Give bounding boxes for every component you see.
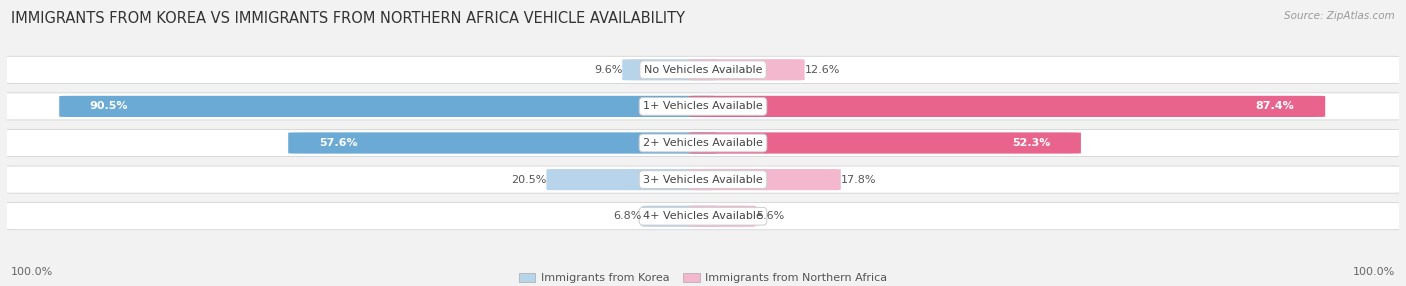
Legend: Immigrants from Korea, Immigrants from Northern Africa: Immigrants from Korea, Immigrants from N…: [515, 268, 891, 286]
FancyBboxPatch shape: [689, 132, 1081, 154]
FancyBboxPatch shape: [689, 206, 756, 227]
Text: 2+ Vehicles Available: 2+ Vehicles Available: [643, 138, 763, 148]
Text: 52.3%: 52.3%: [1012, 138, 1050, 148]
FancyBboxPatch shape: [623, 59, 717, 80]
Text: 57.6%: 57.6%: [319, 138, 357, 148]
FancyBboxPatch shape: [0, 203, 1406, 230]
FancyBboxPatch shape: [0, 130, 1406, 156]
FancyBboxPatch shape: [0, 166, 1406, 193]
FancyBboxPatch shape: [689, 169, 841, 190]
FancyBboxPatch shape: [689, 59, 804, 80]
Text: 6.8%: 6.8%: [613, 211, 641, 221]
Text: 4+ Vehicles Available: 4+ Vehicles Available: [643, 211, 763, 221]
Text: Source: ZipAtlas.com: Source: ZipAtlas.com: [1284, 11, 1395, 21]
Text: 20.5%: 20.5%: [510, 175, 547, 184]
Text: No Vehicles Available: No Vehicles Available: [644, 65, 762, 75]
Text: 1+ Vehicles Available: 1+ Vehicles Available: [643, 102, 763, 111]
FancyBboxPatch shape: [59, 96, 717, 117]
Text: 5.6%: 5.6%: [756, 211, 785, 221]
Text: 100.0%: 100.0%: [1353, 267, 1395, 277]
FancyBboxPatch shape: [288, 132, 717, 154]
Text: 3+ Vehicles Available: 3+ Vehicles Available: [643, 175, 763, 184]
FancyBboxPatch shape: [547, 169, 717, 190]
Text: 87.4%: 87.4%: [1256, 102, 1295, 111]
Text: 12.6%: 12.6%: [804, 65, 839, 75]
Text: IMMIGRANTS FROM KOREA VS IMMIGRANTS FROM NORTHERN AFRICA VEHICLE AVAILABILITY: IMMIGRANTS FROM KOREA VS IMMIGRANTS FROM…: [11, 11, 685, 26]
FancyBboxPatch shape: [641, 206, 717, 227]
Text: 17.8%: 17.8%: [841, 175, 876, 184]
Text: 90.5%: 90.5%: [90, 102, 128, 111]
FancyBboxPatch shape: [689, 96, 1326, 117]
Text: 9.6%: 9.6%: [593, 65, 623, 75]
Text: 100.0%: 100.0%: [11, 267, 53, 277]
FancyBboxPatch shape: [0, 56, 1406, 83]
FancyBboxPatch shape: [0, 93, 1406, 120]
